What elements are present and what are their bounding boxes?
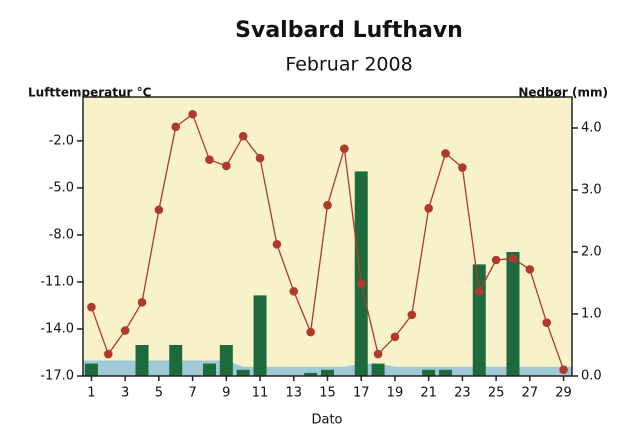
bar bbox=[506, 252, 520, 376]
marker bbox=[171, 122, 181, 132]
x-tick-label: 23 bbox=[454, 386, 471, 401]
marker bbox=[424, 203, 433, 213]
y2-tick-label: 2.0 bbox=[581, 245, 602, 260]
marker bbox=[525, 265, 535, 274]
marker bbox=[272, 240, 282, 249]
y2-tick-label: 3.0 bbox=[581, 183, 602, 198]
bar bbox=[371, 363, 385, 376]
marker bbox=[542, 318, 552, 328]
marker bbox=[205, 155, 214, 164]
y-tick-label: -2.0 bbox=[49, 133, 74, 148]
y2-tick-label: 1.0 bbox=[581, 307, 602, 322]
x-tick-label: 9 bbox=[222, 386, 230, 401]
plot-background bbox=[83, 97, 572, 376]
bar bbox=[354, 171, 368, 376]
chart-title: Svalbard Lufthavn bbox=[235, 18, 463, 43]
bar bbox=[219, 345, 233, 376]
marker bbox=[137, 298, 147, 307]
marker bbox=[120, 326, 130, 335]
y2-tick-label: 0.0 bbox=[581, 369, 602, 384]
y2-axis-label: Nedbør (mm) bbox=[518, 86, 608, 100]
x-tick-label: 17 bbox=[353, 386, 370, 401]
y-tick-label: -11.0 bbox=[40, 274, 74, 289]
bar bbox=[304, 372, 318, 376]
marker bbox=[407, 310, 417, 320]
marker bbox=[306, 327, 315, 337]
marker bbox=[323, 200, 332, 210]
x-axis-label: Dato bbox=[311, 413, 342, 428]
x-tick-label: 19 bbox=[387, 386, 404, 401]
x-tick-label: 27 bbox=[522, 386, 539, 401]
x-tick-label: 3 bbox=[121, 386, 129, 401]
chart-subtitle: Februar 2008 bbox=[285, 54, 412, 76]
marker bbox=[103, 349, 113, 359]
marker bbox=[458, 163, 467, 172]
marker bbox=[441, 149, 450, 158]
marker bbox=[356, 279, 366, 288]
marker bbox=[508, 254, 518, 263]
bar bbox=[135, 345, 149, 376]
bar bbox=[439, 369, 453, 376]
x-tick-label: 13 bbox=[286, 386, 303, 401]
bar bbox=[236, 369, 250, 376]
y-tick-label: -17.0 bbox=[40, 369, 74, 384]
bar bbox=[253, 295, 267, 376]
bar bbox=[84, 363, 98, 376]
bar bbox=[169, 345, 183, 376]
x-tick-label: 11 bbox=[252, 386, 269, 401]
marker bbox=[255, 153, 265, 163]
marker bbox=[188, 109, 197, 119]
y-tick-label: -5.0 bbox=[49, 180, 74, 195]
x-tick-label: 7 bbox=[188, 386, 196, 401]
x-tick-label: 5 bbox=[155, 386, 163, 401]
x-tick-label: 15 bbox=[319, 386, 336, 401]
marker bbox=[390, 332, 400, 342]
x-tick-label: 25 bbox=[488, 386, 505, 401]
marker bbox=[222, 161, 231, 171]
marker bbox=[238, 131, 248, 141]
marker bbox=[474, 287, 484, 296]
marker bbox=[289, 287, 299, 296]
x-tick-label: 21 bbox=[420, 386, 437, 401]
marker bbox=[154, 205, 164, 215]
marker bbox=[87, 302, 96, 312]
y-tick-label: -14.0 bbox=[40, 321, 74, 336]
marker bbox=[491, 255, 501, 265]
marker bbox=[559, 365, 568, 375]
marker bbox=[373, 349, 383, 359]
marker bbox=[340, 144, 349, 154]
x-tick-label: 29 bbox=[555, 386, 572, 401]
bar bbox=[472, 264, 486, 376]
bar bbox=[422, 369, 436, 376]
y2-tick-label: 4.0 bbox=[581, 121, 602, 136]
bar bbox=[202, 363, 216, 376]
y-axis-label: Lufttemperatur °C bbox=[28, 86, 152, 100]
x-tick-label: 1 bbox=[87, 386, 95, 401]
bar bbox=[321, 369, 334, 376]
y-tick-label: -8.0 bbox=[49, 227, 74, 242]
